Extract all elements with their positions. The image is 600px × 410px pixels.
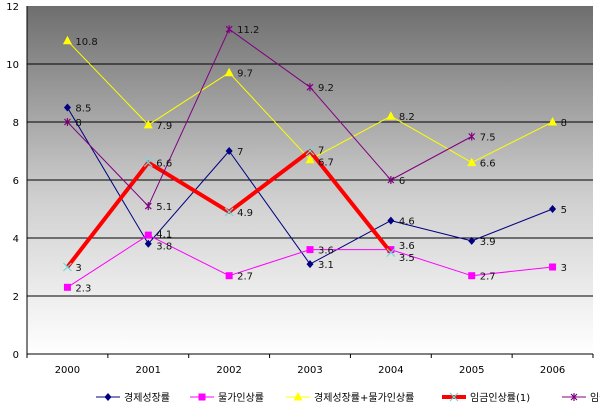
legend-item: 임금인상률(2) bbox=[562, 391, 600, 404]
data-point bbox=[63, 262, 72, 272]
x-tick-label: 2003 bbox=[297, 365, 322, 376]
x-tick-label: 2004 bbox=[378, 365, 403, 376]
data-point bbox=[104, 393, 112, 401]
data-point bbox=[386, 111, 396, 120]
data-label: 7 bbox=[237, 147, 243, 158]
data-point bbox=[306, 260, 314, 269]
data-point bbox=[387, 216, 395, 225]
data-point bbox=[306, 246, 314, 254]
data-label: 8.5 bbox=[75, 104, 91, 115]
data-point bbox=[225, 147, 233, 155]
data-label: 3 bbox=[75, 263, 81, 274]
data-point bbox=[224, 67, 234, 77]
legend-label: 경제성장률+물가인상률 bbox=[314, 391, 414, 404]
data-point bbox=[387, 176, 395, 184]
data-label: 3.1 bbox=[318, 260, 334, 271]
data-label: 3.8 bbox=[156, 241, 172, 252]
data-label: 8.2 bbox=[399, 112, 415, 123]
x-tick-label: 2006 bbox=[540, 365, 565, 376]
data-point bbox=[305, 146, 315, 156]
y-tick-label: 12 bbox=[6, 2, 19, 13]
data-point bbox=[570, 393, 578, 401]
data-point bbox=[144, 231, 152, 239]
data-point bbox=[225, 272, 233, 280]
x-tick-label: 2002 bbox=[216, 365, 241, 376]
data-point bbox=[549, 205, 557, 213]
data-point bbox=[305, 154, 315, 164]
data-label: 6 bbox=[399, 176, 405, 187]
data-point bbox=[549, 263, 557, 271]
y-tick-label: 0 bbox=[13, 350, 19, 361]
data-label: 10.8 bbox=[75, 37, 97, 48]
data-point bbox=[64, 118, 71, 126]
data-point bbox=[143, 119, 153, 129]
data-label: 6.6 bbox=[480, 159, 496, 170]
data-label: 5.1 bbox=[156, 202, 172, 213]
data-point bbox=[63, 103, 71, 112]
data-point bbox=[224, 207, 234, 217]
data-label: 3 bbox=[561, 263, 567, 274]
data-point bbox=[468, 272, 476, 280]
data-label: 6.6 bbox=[156, 159, 172, 170]
data-label: 3.6 bbox=[399, 241, 415, 252]
data-label: 2.3 bbox=[75, 283, 91, 294]
data-label: 2.7 bbox=[480, 272, 496, 283]
data-point bbox=[386, 248, 396, 257]
data-point bbox=[144, 202, 152, 211]
y-tick-label: 6 bbox=[13, 176, 19, 187]
data-point bbox=[548, 117, 558, 126]
data-label: 8 bbox=[75, 118, 81, 129]
series-line bbox=[67, 28, 472, 207]
data-point bbox=[468, 132, 476, 141]
data-label: 4.9 bbox=[237, 208, 253, 219]
data-label: 2.7 bbox=[237, 272, 253, 283]
legend-item: 경제성장률+물가인상률 bbox=[286, 391, 414, 404]
data-label: 8 bbox=[561, 118, 567, 129]
legend-label: 경제성장률 bbox=[124, 391, 170, 404]
y-tick-label: 4 bbox=[13, 234, 19, 245]
x-tick-label: 2005 bbox=[459, 365, 484, 376]
data-point bbox=[293, 392, 303, 401]
data-point bbox=[198, 393, 206, 401]
y-tick-label: 8 bbox=[13, 118, 19, 129]
data-point bbox=[63, 283, 71, 291]
data-label: 9.7 bbox=[237, 69, 253, 80]
x-tick-label: 2000 bbox=[55, 365, 80, 376]
data-label: 3.6 bbox=[318, 246, 334, 257]
data-point bbox=[225, 25, 233, 34]
series-0 bbox=[63, 103, 557, 269]
legend-label: 물가인상률 bbox=[218, 392, 264, 404]
data-label: 7.9 bbox=[156, 121, 172, 132]
data-point bbox=[62, 35, 72, 45]
data-label: 6.7 bbox=[318, 157, 334, 168]
data-point bbox=[143, 158, 153, 168]
data-point bbox=[467, 157, 477, 167]
data-label: 3.9 bbox=[480, 237, 496, 248]
legend-item: 물가인상률 bbox=[190, 392, 264, 404]
y-tick-label: 10 bbox=[6, 60, 19, 71]
data-point bbox=[468, 236, 476, 245]
data-label: 4.1 bbox=[156, 229, 172, 240]
data-point bbox=[306, 83, 314, 92]
data-label: 11.2 bbox=[237, 25, 259, 36]
legend-item: 임금인상률(1) bbox=[442, 391, 530, 404]
data-label: 3.5 bbox=[399, 253, 415, 264]
legend-label: 임금인상률(2) bbox=[590, 391, 600, 404]
series-4 bbox=[64, 25, 476, 211]
data-label: 7.5 bbox=[480, 133, 496, 144]
legend-label: 임금인상률(1) bbox=[470, 391, 530, 404]
series-2 bbox=[62, 35, 558, 167]
data-point bbox=[449, 392, 459, 402]
series-3 bbox=[63, 146, 396, 272]
data-label: 4.6 bbox=[399, 217, 415, 228]
y-tick-label: 2 bbox=[13, 292, 19, 303]
data-label: 9.2 bbox=[318, 83, 334, 94]
data-label: 5 bbox=[561, 205, 567, 216]
data-point bbox=[144, 239, 152, 248]
data-label: 7 bbox=[318, 145, 324, 156]
x-tick-label: 2001 bbox=[136, 365, 161, 376]
legend-item: 경제성장률 bbox=[96, 391, 170, 404]
